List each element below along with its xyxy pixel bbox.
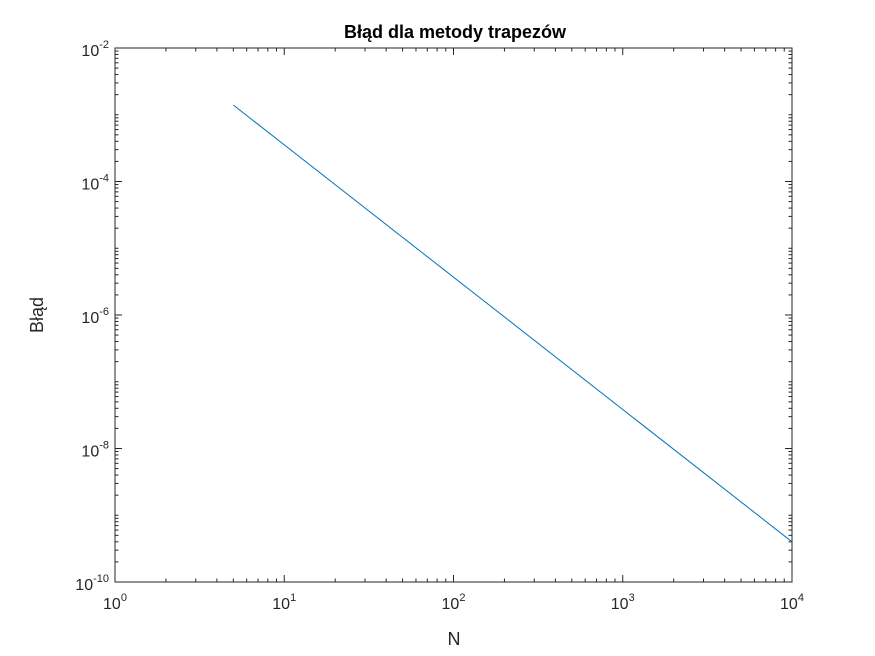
plot-area (114, 47, 793, 583)
series-line (232, 104, 793, 543)
y-tick-label: 10-4 (81, 173, 109, 194)
x-tick-labels: 100 101 102 103 104 (103, 592, 804, 613)
major-ticks (114, 47, 793, 583)
y-tick-labels: 10-10 10-8 10-6 10-4 10-2 (75, 39, 109, 594)
y-tick-label: 10-6 (81, 306, 109, 327)
y-tick-label: 10-8 (81, 440, 109, 461)
x-tick-label: 104 (780, 592, 804, 613)
x-tick-label: 100 (103, 592, 127, 613)
chart-title: Błąd dla metody trapezów (344, 22, 567, 42)
y-axis-title: Błąd (27, 297, 47, 333)
y-tick-label: 10-10 (75, 573, 109, 594)
y-tick-label: 10-2 (81, 39, 109, 60)
x-axis-title: N (448, 629, 461, 649)
x-tick-label: 103 (611, 592, 635, 613)
x-tick-label: 101 (272, 592, 296, 613)
series-layer (232, 104, 793, 543)
x-tick-label: 102 (442, 592, 466, 613)
minor-ticks (115, 48, 792, 582)
